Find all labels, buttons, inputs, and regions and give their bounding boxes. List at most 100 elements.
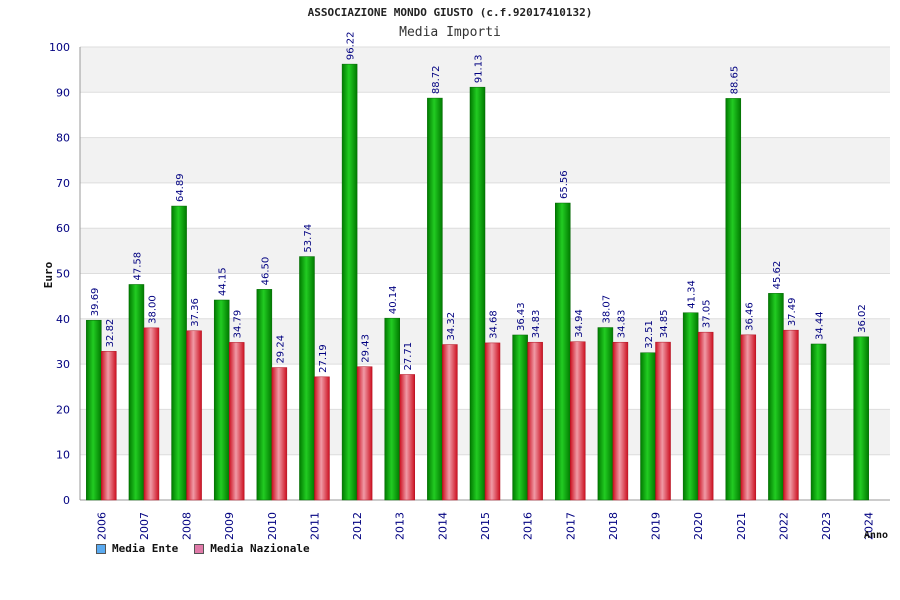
bar-media-ente-2015	[469, 86, 486, 501]
bar-media-ente-2019	[640, 352, 656, 501]
data-label: 44.15	[218, 267, 229, 296]
legend-item-media-nazionale: Media Nazionale	[194, 542, 310, 555]
legend-label-media-ente: Media Ente	[112, 542, 179, 555]
data-label: 41.34	[687, 280, 698, 309]
bar-media-ente-2023	[810, 343, 827, 501]
data-label: 34.32	[446, 312, 457, 341]
bar-media-nazionale-2011	[314, 376, 330, 501]
bar-media-ente-2012	[341, 63, 358, 501]
legend-swatch-media-ente	[96, 543, 106, 554]
x-tick-label: 2021	[735, 512, 748, 540]
data-label: 37.49	[787, 298, 798, 327]
bar-media-ente-2014	[427, 97, 443, 501]
data-label: 40.14	[388, 286, 399, 315]
x-tick-label: 2018	[607, 512, 620, 540]
y-tick-label: 40	[56, 313, 70, 326]
data-label: 34.85	[659, 309, 670, 338]
data-label: 36.46	[744, 302, 755, 331]
data-label: 46.50	[260, 257, 271, 286]
data-label: 32.51	[644, 320, 655, 349]
x-tick-label: 2020	[692, 512, 705, 540]
x-axis-label: Anno	[864, 530, 888, 541]
legend-item-media-ente: Media Ente	[96, 542, 178, 555]
x-tick-label: 2015	[479, 512, 492, 540]
bar-media-nazionale-2018	[612, 341, 629, 501]
bar-media-nazionale-2013	[399, 374, 415, 501]
y-tick-label: 90	[56, 86, 70, 99]
bar-media-nazionale-2012	[356, 366, 373, 501]
data-label: 88.65	[729, 66, 740, 95]
bar-media-ente-2018	[597, 327, 614, 501]
data-label: 65.56	[559, 170, 570, 199]
y-tick-label: 10	[56, 449, 70, 462]
x-tick-label: 2022	[777, 512, 790, 540]
data-label: 88.72	[431, 65, 442, 94]
y-tick-label: 30	[56, 358, 70, 371]
bar-media-ente-2009	[213, 299, 230, 501]
bar-media-ente-2024	[853, 336, 869, 501]
data-label: 96.22	[346, 31, 357, 60]
bar-media-nazionale-2019	[655, 341, 671, 501]
data-label: 34.44	[815, 311, 826, 340]
legend-label-media-nazionale: Media Nazionale	[210, 542, 310, 555]
bar-media-ente-2008	[171, 205, 187, 501]
bar-media-ente-2013	[384, 317, 400, 501]
x-tick-label: 2019	[650, 512, 663, 540]
data-label: 29.43	[361, 334, 372, 363]
bar-media-ente-2006	[86, 319, 102, 501]
x-tick-label: 2010	[266, 512, 279, 540]
chart-subtitle: Media Importi	[399, 25, 501, 40]
data-label: 29.24	[275, 335, 286, 364]
bar-media-nazionale-2022	[783, 329, 799, 501]
x-tick-label: 2024	[863, 512, 876, 540]
bar-media-nazionale-2021	[740, 334, 757, 501]
data-label: 34.79	[233, 310, 244, 339]
x-tick-label: 2016	[522, 512, 535, 540]
data-label: 91.13	[474, 55, 485, 84]
grid-band	[80, 47, 890, 93]
bar-media-nazionale-2016	[527, 341, 543, 501]
data-label: 34.94	[574, 309, 585, 338]
x-tick-label: 2006	[95, 512, 108, 540]
data-label: 53.74	[303, 224, 314, 253]
bar-media-nazionale-2010	[271, 367, 288, 501]
y-tick-label: 50	[56, 268, 70, 281]
x-tick-label: 2007	[138, 512, 151, 540]
bar-media-ente-2021	[725, 98, 742, 501]
data-label: 45.62	[772, 261, 783, 290]
y-tick-label: 100	[49, 41, 70, 54]
y-tick-label: 80	[56, 132, 70, 145]
data-label: 37.05	[702, 300, 713, 329]
x-tick-label: 2017	[564, 512, 577, 540]
bar-media-ente-2017	[555, 202, 571, 501]
data-label: 27.19	[318, 344, 329, 373]
x-tick-label: 2014	[436, 512, 449, 540]
data-label: 38.00	[147, 295, 158, 324]
x-tick-label: 2008	[181, 512, 194, 540]
y-tick-label: 60	[56, 222, 70, 235]
bar-media-ente-2007	[128, 284, 145, 501]
data-label: 34.68	[489, 310, 500, 339]
bar-media-nazionale-2017	[570, 341, 586, 501]
data-label: 34.83	[616, 310, 627, 339]
data-label: 32.82	[105, 319, 116, 348]
data-label: 34.83	[531, 310, 542, 339]
y-axis-label: Euro	[42, 261, 55, 288]
bar-media-nazionale-2020	[697, 331, 714, 501]
data-label: 37.36	[190, 298, 201, 327]
bar-media-ente-2011	[299, 256, 315, 501]
y-tick-label: 70	[56, 177, 70, 190]
bar-media-nazionale-2015	[484, 342, 501, 501]
data-label: 27.71	[403, 342, 414, 371]
chart-title: ASSOCIAZIONE MONDO GIUSTO (c.f.920174101…	[307, 6, 593, 19]
data-label: 36.43	[516, 302, 527, 331]
bar-media-ente-2020	[682, 312, 699, 501]
y-tick-label: 20	[56, 403, 70, 416]
bar-media-nazionale-2007	[143, 327, 160, 501]
bar-media-ente-2016	[512, 334, 528, 501]
x-tick-label: 2011	[308, 512, 321, 540]
x-tick-label: 2012	[351, 512, 364, 540]
bar-media-nazionale-2008	[186, 330, 202, 501]
